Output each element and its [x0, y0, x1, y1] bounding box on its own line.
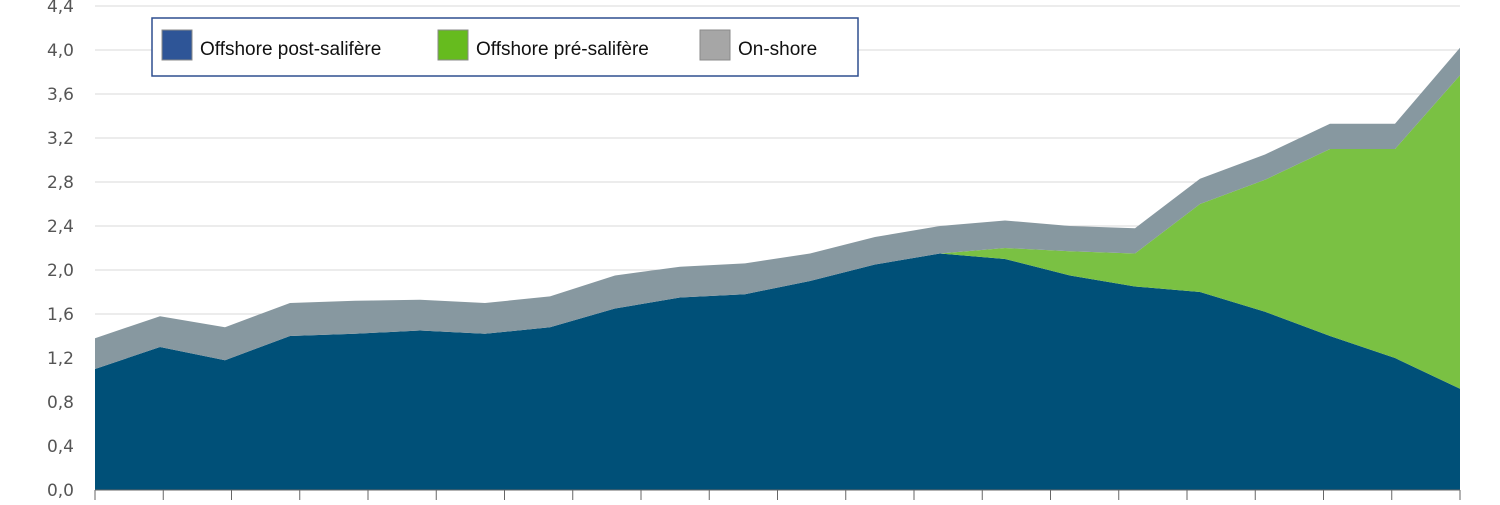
y-tick-label: 2,0: [47, 261, 74, 281]
legend-frame: [151, 17, 859, 77]
y-tick-label: 0,8: [47, 393, 74, 413]
legend-label-offshore-post-salifere: Offshore post-salifère: [200, 39, 381, 60]
y-tick-label: 1,2: [47, 349, 74, 369]
area-on-shore: [95, 47, 1460, 370]
y-tick-label: 2,8: [47, 173, 74, 193]
area-offshore-post-salifere: [95, 253, 1460, 490]
legend-swatch-offshore-pre-salifere: [437, 29, 469, 61]
legend-swatch-on-shore: [699, 29, 731, 61]
y-tick-label: 4,4: [47, 0, 74, 17]
y-tick-label: 3,2: [47, 129, 74, 149]
area-series: [95, 47, 1460, 490]
legend-swatch-offshore-post-salifere: [161, 29, 193, 61]
y-tick-label: 0,0: [47, 481, 74, 500]
y-tick-label: 4,0: [47, 41, 74, 61]
x-axis: [94, 489, 1461, 500]
y-axis-tick-labels: 0,0 0,4 0,8 1,2 1,6 2,0 2,4 2,8 3,2 3,6 4,0 4,4: [47, 0, 74, 501]
legend: Offshore post-salifère Offshore pré-sali…: [151, 17, 859, 77]
y-tick-label: 1,6: [47, 305, 74, 325]
legend-label-on-shore: On-shore: [738, 39, 817, 60]
y-tick-label: 0,4: [47, 437, 74, 457]
y-tick-label: 3,6: [47, 85, 74, 105]
area-offshore-pre-salifere: [95, 75, 1460, 389]
legend-label-offshore-pre-salifere: Offshore pré-salifère: [476, 39, 649, 60]
y-tick-label: 2,4: [47, 217, 74, 237]
